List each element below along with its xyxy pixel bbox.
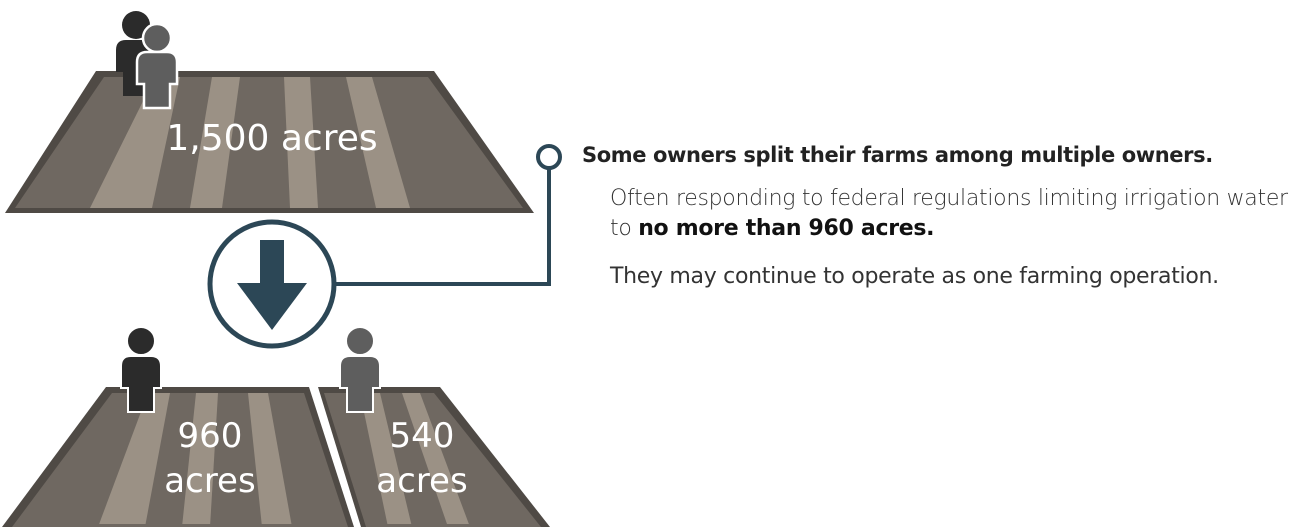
split-callout: Some owners split their farms among mult… (582, 140, 1297, 292)
split-farm-field-960: 960 acres (2, 387, 354, 527)
original-farm-field: 1,500 acres (5, 71, 534, 213)
original-farm-acres-label: 1,500 acres (166, 118, 377, 159)
split-connector-line (336, 144, 562, 286)
field-stripes (90, 77, 410, 208)
split-farm-960-unit: acres (164, 461, 255, 501)
owner-icon-dark (120, 326, 162, 413)
callout-body-lead: Often responding to federal regulations … (610, 186, 1288, 241)
owner-icon-gray (135, 22, 179, 110)
callout-body: Often responding to federal regulations … (610, 184, 1297, 244)
split-farm-field-540: 540 acres (318, 387, 550, 527)
owner-icon-gray (339, 326, 381, 413)
split-farm-960-number: 960 (178, 416, 243, 456)
field-stripes (98, 393, 292, 524)
split-farm-540-number: 540 (390, 416, 455, 456)
arrow-down-icon (207, 219, 337, 349)
callout-body-emphasis: no more than 960 acres. (638, 216, 935, 241)
field-stripes (360, 393, 470, 524)
callout-note: They may continue to operate as one farm… (610, 264, 1219, 289)
callout-heading: Some owners split their farms among mult… (582, 143, 1213, 167)
split-farm-540-unit: acres (376, 461, 467, 501)
